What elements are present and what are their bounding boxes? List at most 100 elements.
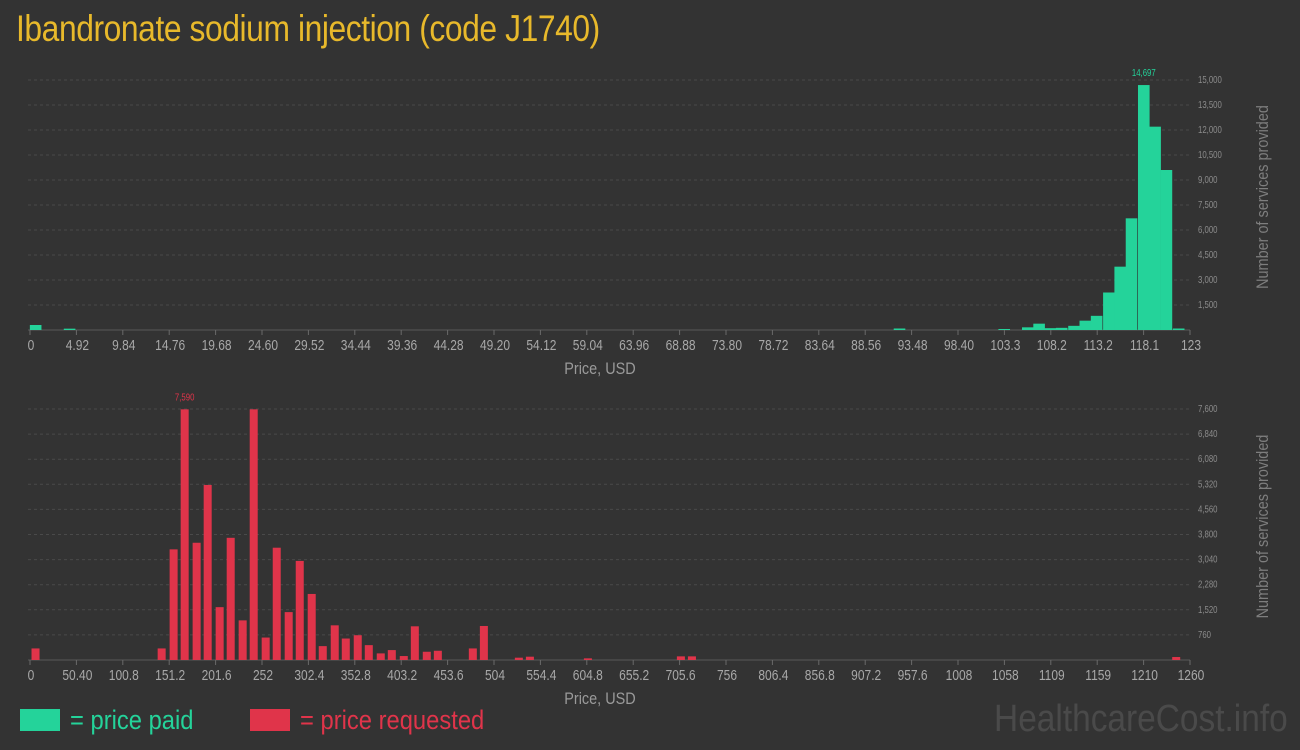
x-tick-label: 34.44 — [341, 337, 371, 354]
histogram-bar — [893, 328, 906, 330]
histogram-bar — [63, 328, 76, 330]
legend-label-requested: = price requested — [300, 704, 485, 735]
histogram-bar — [387, 650, 396, 660]
y-tick-label: 6,000 — [1198, 224, 1218, 235]
x-axis-title: Price, USD — [564, 690, 635, 708]
histogram-bar — [687, 656, 696, 660]
histogram-bar — [1160, 170, 1173, 330]
histogram-bar — [583, 658, 592, 660]
histogram-bar — [410, 626, 419, 660]
histogram-bar — [284, 612, 293, 660]
y-tick-label: 3,040 — [1198, 554, 1218, 565]
x-tick-label: 1058 — [992, 667, 1019, 684]
y-tick-label: 1,520 — [1198, 604, 1218, 615]
x-tick-label: 1008 — [946, 667, 973, 684]
x-tick-label: 352.8 — [341, 667, 371, 684]
y-tick-label: 2,280 — [1198, 579, 1218, 590]
histogram-bar — [31, 648, 40, 660]
x-tick-label: 118.1 — [1130, 337, 1159, 354]
x-tick-label: 151.2 — [155, 667, 185, 684]
histogram-bar — [1090, 315, 1103, 330]
legend-price-requested: = price requested — [250, 700, 509, 740]
x-tick-label: 44.28 — [434, 337, 464, 354]
peak-value-label: 14,697 — [1132, 67, 1156, 78]
histogram-bar — [1125, 218, 1138, 330]
histogram-bar — [203, 484, 212, 660]
x-tick-label: 957.6 — [898, 667, 928, 684]
x-tick-label: 14.76 — [155, 337, 185, 354]
histogram-bar — [330, 625, 339, 660]
histogram-bar — [215, 607, 224, 660]
x-tick-label: 24.60 — [248, 337, 278, 354]
y-tick-label: 760 — [1198, 629, 1211, 640]
y-tick-label: 10,500 — [1198, 149, 1222, 160]
histogram-bar — [272, 547, 281, 660]
x-tick-label: 39.36 — [387, 337, 417, 354]
x-tick-label: 123 — [1181, 337, 1201, 354]
x-tick-label: 63.96 — [619, 337, 649, 354]
y-tick-label: 1,500 — [1198, 299, 1218, 310]
histogram-bar — [479, 625, 488, 660]
x-tick-label: 554.4 — [526, 667, 556, 684]
histogram-bar — [1021, 327, 1034, 330]
x-tick-label: 705.6 — [666, 667, 696, 684]
x-tick-label: 9.84 — [112, 337, 136, 354]
peak-value-label: 7,590 — [175, 391, 195, 402]
histogram-bar — [376, 653, 385, 660]
x-tick-label: 4.92 — [66, 337, 89, 354]
histogram-bar — [998, 329, 1011, 330]
x-tick-label: 113.2 — [1084, 337, 1113, 354]
histogram-bar — [1044, 328, 1057, 330]
histogram-bar — [29, 325, 42, 330]
x-tick-label: 93.48 — [898, 337, 928, 354]
x-tick-label: 73.80 — [712, 337, 742, 354]
x-tick-label: 88.56 — [851, 337, 881, 354]
x-tick-label: 98.40 — [944, 337, 974, 354]
histogram-bar — [422, 651, 431, 660]
histogram-bar — [1149, 126, 1161, 331]
x-tick-label: 201.6 — [202, 667, 232, 684]
y-tick-label: 9,000 — [1198, 174, 1218, 185]
x-tick-label: 604.8 — [573, 667, 603, 684]
histogram-bar — [353, 635, 362, 660]
histogram-bar — [468, 648, 477, 660]
histogram-bar — [307, 593, 316, 660]
legend-price-paid: = price paid — [20, 700, 210, 740]
histogram-bar — [157, 648, 166, 660]
histogram-bar — [169, 549, 178, 660]
x-tick-label: 403.2 — [387, 667, 417, 684]
x-tick-label: 302.4 — [294, 667, 324, 684]
y-tick-label: 7,600 — [1198, 403, 1218, 414]
histogram-bar — [180, 409, 189, 660]
histogram-bar — [676, 656, 685, 660]
x-tick-label: 1159 — [1085, 667, 1111, 684]
y-tick-label: 6,840 — [1198, 428, 1218, 439]
x-tick-label: 756 — [717, 667, 737, 684]
page-title: Ibandronate sodium injection (code J1740… — [16, 8, 600, 49]
x-tick-label: 19.68 — [202, 337, 232, 354]
histogram-bar — [318, 646, 327, 660]
y-tick-label: 12,000 — [1198, 124, 1222, 135]
legend-label-paid: = price paid — [70, 704, 194, 735]
y-tick-label: 5,320 — [1198, 478, 1218, 489]
x-tick-label: 0 — [28, 667, 35, 684]
histogram-bar — [1068, 325, 1080, 330]
histogram-bar — [1114, 266, 1127, 330]
x-tick-label: 78.72 — [758, 337, 788, 354]
y-tick-label: 13,500 — [1198, 99, 1222, 110]
price-paid-chart: 1,500 3,000 4,500 6,000 7,500 9,000 10,500 12,0… — [28, 67, 1273, 378]
legend-swatch-requested — [250, 709, 290, 731]
watermark-logo: HealthcareCost.info — [994, 698, 1288, 740]
y-axis-title: Number of services provided — [1254, 105, 1272, 289]
histogram-bar — [249, 409, 258, 660]
histogram-bar — [1172, 657, 1181, 660]
x-tick-label: 50.40 — [62, 667, 92, 684]
histogram-bar — [364, 645, 373, 660]
histogram-bar — [1033, 323, 1045, 330]
x-tick-label: 504 — [485, 667, 505, 684]
histogram-bar — [192, 542, 201, 660]
x-tick-label: 806.4 — [758, 667, 788, 684]
x-tick-label: 49.20 — [480, 337, 510, 354]
histogram-bar — [341, 638, 350, 660]
y-tick-label: 4,500 — [1198, 249, 1218, 260]
